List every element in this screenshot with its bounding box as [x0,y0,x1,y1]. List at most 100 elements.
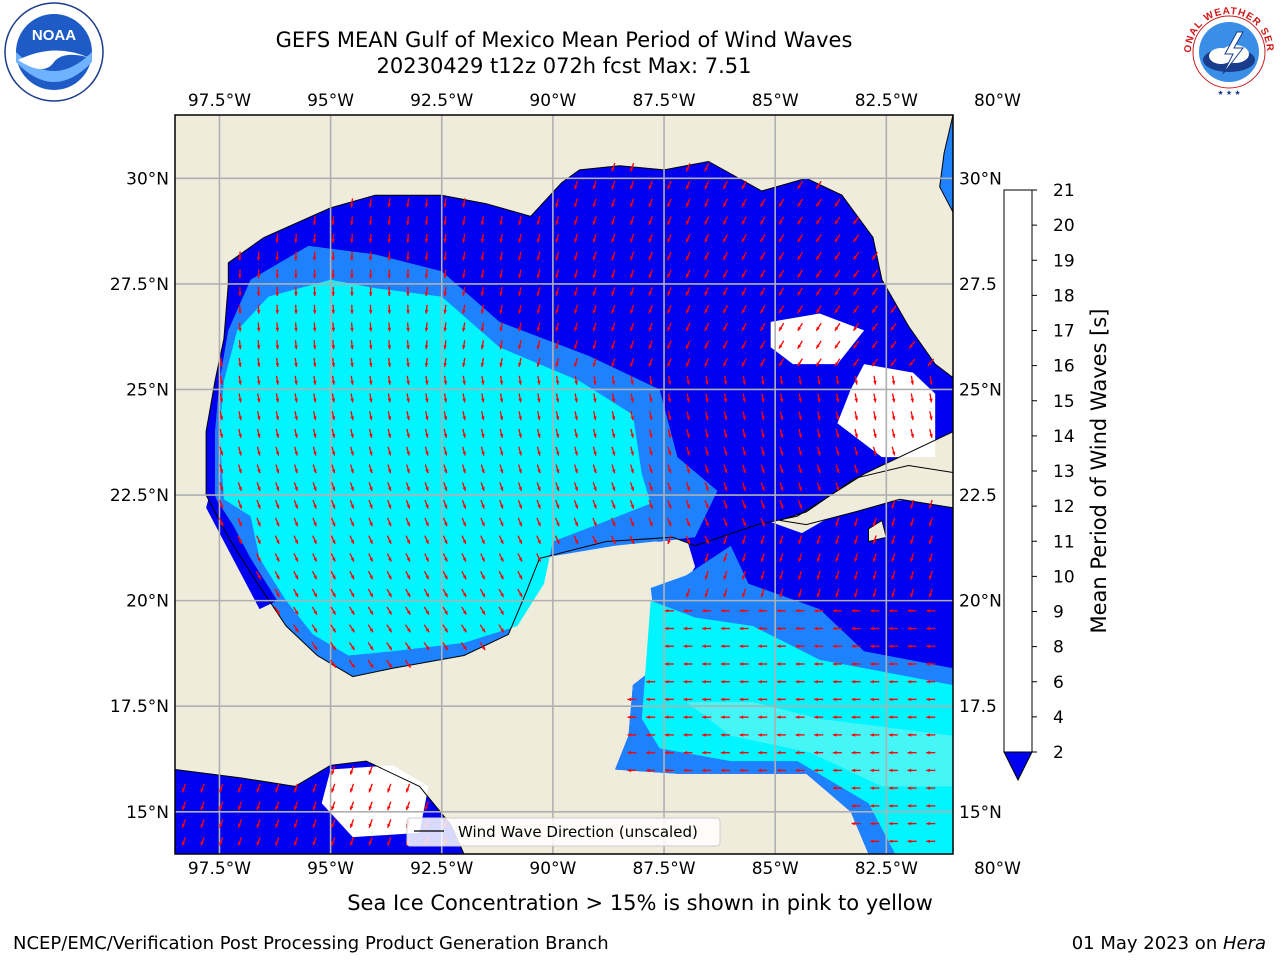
wind-wave-arrow [368,819,373,829]
wind-wave-arrow [742,535,747,545]
wind-wave-arrow [368,428,373,438]
wind-wave-arrow [815,198,822,207]
wind-wave-arrow [311,570,318,580]
colorbar-frame [1003,189,1033,753]
colorbar-tick-label: 12 [1053,497,1075,517]
wind-wave-arrow [872,517,877,527]
x-tick-label-bottom: 87.5°W [632,859,695,879]
wind-wave-arrow [739,609,749,613]
wind-wave-arrow [499,269,503,279]
wind-wave-arrow [592,482,597,492]
wind-wave-arrow [704,358,710,367]
x-tick-label-top: 90°W [529,91,576,111]
wind-wave-arrow [683,662,693,666]
wind-wave-arrow [611,287,616,297]
wind-wave-arrow [480,499,485,509]
wind-wave-arrow [219,428,224,438]
wind-wave-arrow [870,750,880,755]
wind-wave-arrow [814,750,824,755]
wind-wave-arrow [275,304,279,314]
wind-wave-arrow [851,697,861,702]
wind-wave-arrow [237,836,243,846]
wind-wave-arrow [759,322,766,332]
wind-wave-arrow [387,783,392,793]
wind-wave-arrow [815,340,822,349]
wind-wave-arrow [443,446,448,456]
wind-wave-arrow [555,428,560,438]
wind-wave-arrow [499,393,504,403]
wind-wave-arrow [481,375,485,385]
wind-wave-arrow [888,626,898,631]
wind-wave-arrow [760,535,765,545]
wind-wave-arrow [649,375,653,385]
colorbar-extend-min [1003,751,1033,782]
wind-wave-arrow [331,765,336,775]
wind-wave-arrow [873,428,877,438]
wind-wave-arrow [685,588,691,598]
colorbar-tick-label: 20 [1053,216,1075,236]
wind-wave-arrow [425,411,429,421]
wind-wave-arrow [888,715,898,719]
wind-wave-arrow [779,553,784,563]
wind-wave-arrow [499,322,503,332]
wind-wave-arrow [851,821,861,826]
wind-wave-arrow [815,251,822,261]
wind-wave-arrow [798,535,803,545]
wind-wave-arrow [926,662,936,666]
wind-wave-arrow [797,482,803,492]
wind-wave-arrow [499,375,504,385]
wind-wave-arrow [331,375,336,385]
wind-wave-arrow [330,535,336,545]
wind-wave-arrow [349,571,355,580]
wind-wave-arrow [834,358,841,367]
no-data-patch [980,419,1011,453]
wind-wave-arrow [312,216,317,226]
wind-wave-arrow [683,750,693,755]
wind-wave-arrow [312,801,317,811]
wind-wave-arrow [331,783,336,793]
wind-wave-arrow [835,482,840,492]
wind-wave-arrow [926,715,936,719]
wind-wave-arrow [498,606,505,615]
wind-wave-arrow [739,768,749,773]
wind-wave-arrow [462,286,466,297]
wind-wave-arrow [348,624,355,633]
wind-wave-arrow [891,393,896,403]
wind-wave-arrow [627,715,637,719]
wind-wave-arrow [218,499,224,509]
wind-wave-arrow [798,553,803,563]
wind-wave-arrow [275,251,279,261]
wind-wave-arrow [219,482,224,492]
wind-wave-arrow [797,340,803,349]
wind-wave-arrow [256,517,261,527]
wind-wave-arrow [312,322,317,332]
wind-wave-arrow [797,287,803,296]
wind-wave-arrow [499,304,503,314]
gridlines [175,115,953,854]
wind-wave-arrow [405,801,411,811]
wind-wave-arrow [758,644,768,648]
wind-wave-arrow [293,517,299,527]
wind-wave-arrow [854,446,858,456]
wind-wave-arrow [461,588,467,598]
wind-wave-arrow [871,323,878,331]
wind-wave-arrow [368,304,373,314]
wind-wave-arrow [331,340,336,350]
wind-wave-arrow [331,499,336,509]
wind-wave-arrow [683,733,693,737]
wind-wave-arrow [685,322,691,332]
wind-wave-arrow [648,269,653,279]
wind-wave-arrow [723,553,728,563]
wind-wave-arrow [499,428,504,438]
wind-wave-arrow [368,269,373,279]
wind-wave-arrow [832,697,842,702]
wind-wave-arrow [294,340,298,350]
wind-wave-arrow [424,464,429,474]
wind-wave-arrow [685,216,691,225]
wind-wave-arrow [330,570,336,580]
wind-wave-arrow [443,375,448,385]
wind-wave-arrow [611,482,616,492]
wind-wave-arrow [331,216,335,226]
wind-wave-arrow [499,446,504,456]
wind-wave-arrow [814,644,824,648]
